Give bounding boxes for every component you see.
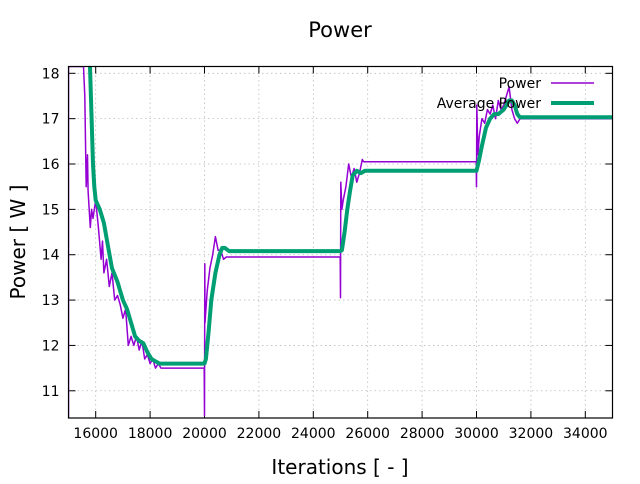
axis-ticks: 16000 18000 20000 22000 24000 26000 28000 30000… xyxy=(42,66,613,442)
x-tick-label: 22000 xyxy=(237,426,282,442)
y-tick-label: 13 xyxy=(42,293,60,309)
series-line-average-power xyxy=(88,66,613,366)
y-tick-label: 15 xyxy=(42,202,60,218)
series-lines xyxy=(68,66,613,418)
y-axis-label: Power [ W ] xyxy=(6,185,30,300)
x-tick-label: 26000 xyxy=(345,426,390,442)
y-tick-label: 18 xyxy=(42,66,60,82)
y-tick-label: 11 xyxy=(42,384,60,400)
y-tick-label: 12 xyxy=(42,338,60,354)
x-tick-label: 20000 xyxy=(182,426,227,442)
series-line-power xyxy=(68,66,613,418)
y-tick-label: 17 xyxy=(42,112,60,128)
x-tick-label: 18000 xyxy=(128,426,173,442)
x-tick-label: 24000 xyxy=(291,426,336,442)
y-tick-label: 14 xyxy=(42,248,60,264)
plot-border xyxy=(67,65,614,419)
legend-label: Power xyxy=(499,76,542,92)
grid xyxy=(68,66,613,418)
x-tick-label: 16000 xyxy=(73,426,118,442)
chart-title: Power xyxy=(308,18,372,42)
x-tick-label: 32000 xyxy=(509,426,554,442)
x-tick-label: 30000 xyxy=(454,426,499,442)
x-axis-label: Iterations [ - ] xyxy=(271,455,408,479)
y-tick-label: 16 xyxy=(42,157,60,173)
x-tick-label: 28000 xyxy=(400,426,445,442)
legend: Power Average Power xyxy=(437,76,594,112)
x-tick-label: 34000 xyxy=(563,426,608,442)
legend-label: Average Power xyxy=(437,96,542,112)
